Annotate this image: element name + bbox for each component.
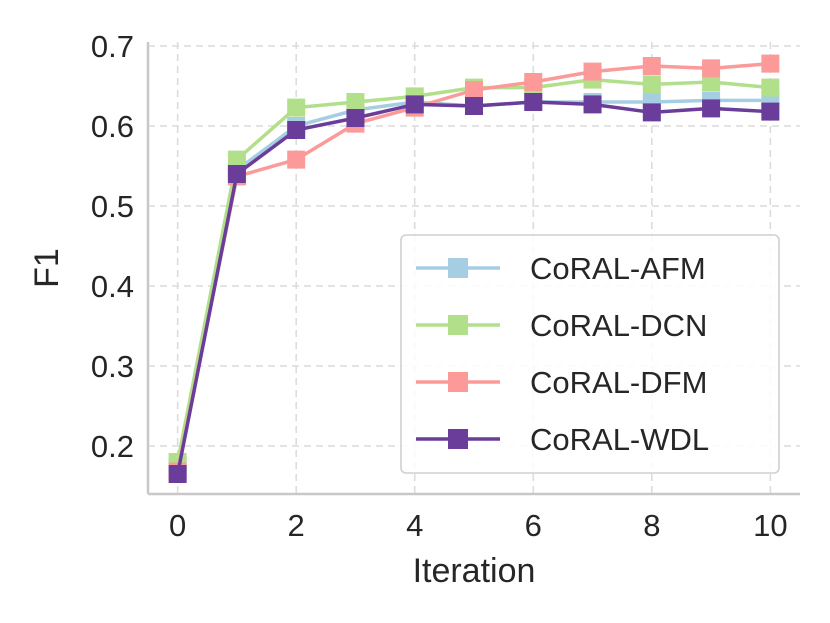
- y-tick-label: 0.5: [91, 189, 134, 224]
- data-point: [405, 95, 424, 114]
- series-coral-dfm: [168, 54, 780, 481]
- x-tick-label: 10: [753, 508, 787, 543]
- data-point: [642, 57, 661, 75]
- data-point: [524, 93, 543, 111]
- legend-frame: [400, 234, 780, 474]
- x-tick-label: 8: [643, 508, 660, 543]
- series-coral-wdl: [168, 93, 780, 483]
- legend-marker: [448, 429, 468, 449]
- data-point: [702, 99, 721, 118]
- data-point: [168, 465, 187, 483]
- x-tick-label: 2: [288, 508, 305, 543]
- legend-label: CoRAL-AFM: [530, 251, 706, 286]
- y-tick-label: 0.3: [91, 349, 134, 384]
- data-point: [761, 102, 780, 121]
- legend-label: CoRAL-WDL: [530, 422, 709, 457]
- data-point: [524, 73, 543, 91]
- data-point: [583, 62, 602, 81]
- x-tick-label: 4: [406, 508, 423, 543]
- data-point: [227, 150, 246, 169]
- data-point: [227, 165, 246, 183]
- legend-marker: [448, 258, 468, 278]
- data-point: [346, 109, 365, 127]
- series: [168, 54, 780, 483]
- legend-marker: [448, 372, 468, 392]
- x-tick-label: 6: [525, 508, 542, 543]
- data-point: [465, 81, 483, 99]
- data-point: [761, 54, 780, 73]
- y-tick-label: 0.2: [91, 429, 134, 464]
- data-point: [287, 98, 306, 117]
- legend-label: CoRAL-DFM: [530, 365, 707, 400]
- x-axis-label: Iteration: [413, 552, 536, 590]
- data-point: [287, 150, 306, 169]
- y-tick-label: 0.4: [91, 269, 134, 304]
- data-point: [702, 73, 721, 91]
- y-tick-label: 0.6: [91, 109, 134, 144]
- legend-entry: CoRAL-AFM: [416, 251, 706, 286]
- data-point: [346, 93, 365, 111]
- data-point: [465, 97, 483, 115]
- legend-marker: [448, 315, 468, 335]
- legend-entry: CoRAL-WDL: [416, 422, 709, 457]
- axes: [146, 42, 800, 496]
- data-point: [702, 59, 721, 78]
- legend-label: CoRAL-DCN: [530, 308, 707, 343]
- legend-entry: CoRAL-DFM: [416, 365, 707, 400]
- data-point: [583, 95, 602, 114]
- legend-entry: CoRAL-DCN: [416, 308, 707, 343]
- y-axis-label: F1: [28, 248, 66, 288]
- x-tick-label: 0: [169, 508, 186, 543]
- y-tick-label: 0.7: [91, 29, 134, 64]
- data-point: [287, 121, 306, 139]
- data-point: [642, 75, 661, 94]
- data-point: [642, 103, 661, 122]
- legend: CoRAL-AFM CoRAL-DCN CoRAL-DFM CoRAL-WDL: [400, 234, 780, 474]
- tick-labels: 0 2 4 6 8 10 0.2 0.3 0.4 0.5 0.6 0.7: [91, 29, 788, 543]
- data-point: [761, 78, 780, 97]
